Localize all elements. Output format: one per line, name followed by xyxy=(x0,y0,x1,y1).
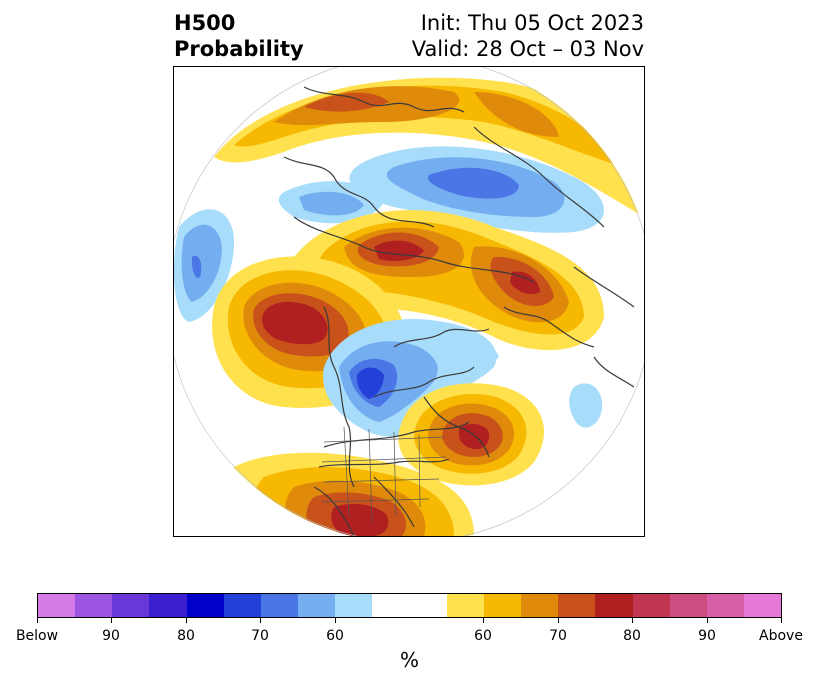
colorbar-swatch xyxy=(743,594,782,617)
colorbar-tick-label: 90 xyxy=(698,628,716,644)
title-product: Probability xyxy=(174,37,304,61)
polar-map-svg xyxy=(174,67,644,536)
colorbar-swatch xyxy=(558,594,596,617)
colorbar-swatch xyxy=(372,594,410,617)
colorbar-tick-label: 90 xyxy=(102,628,120,644)
colorbar-swatch xyxy=(298,594,336,617)
anomaly-arctic-ocean xyxy=(278,146,604,233)
colorbar-swatch xyxy=(595,594,633,617)
colorbar-tick xyxy=(632,618,633,623)
colorbar-unit-label: % xyxy=(399,648,419,672)
anomaly-eastern-atlantic xyxy=(569,383,603,428)
colorbar-tick-label: 70 xyxy=(251,628,269,644)
colorbar-swatch xyxy=(335,594,373,617)
colorbar-tick xyxy=(335,618,336,623)
map-title: H500 Probability xyxy=(174,10,304,62)
colorbar-tick xyxy=(558,618,559,623)
anomaly-central-canada xyxy=(323,319,499,437)
colorbar-tick xyxy=(483,618,484,623)
colorbar-tick xyxy=(186,618,187,623)
colorbar-tick-label: 60 xyxy=(474,628,492,644)
colorbar-swatch xyxy=(38,594,76,617)
probability-map xyxy=(173,66,645,537)
init-date: Init: Thu 05 Oct 2023 xyxy=(420,11,644,35)
colorbar-swatch xyxy=(632,594,670,617)
colorbar-swatch xyxy=(669,594,707,617)
colorbar-swatch xyxy=(75,594,113,617)
colorbar-ticks: Below 90 80 70 60 60 70 80 90 Above xyxy=(16,618,803,648)
colorbar-tick-label: Above xyxy=(759,628,803,644)
colorbar-swatch xyxy=(521,594,559,617)
colorbar-tick-label: 80 xyxy=(177,628,195,644)
title-variable: H500 xyxy=(174,11,236,35)
colorbar-swatch xyxy=(149,594,187,617)
colorbar-swatch xyxy=(409,594,447,617)
colorbar-swatch xyxy=(446,594,484,617)
anomaly-northeast-siberia xyxy=(214,77,644,217)
colorbar-swatch xyxy=(483,594,522,617)
colorbar-swatch xyxy=(706,594,744,617)
colorbar-tick-label: 60 xyxy=(326,628,344,644)
colorbar-tick-label: Below xyxy=(15,628,59,644)
colorbar-swatch xyxy=(260,594,299,617)
probability-colorbar xyxy=(37,593,782,618)
colorbar-tick xyxy=(707,618,708,623)
anomaly-eastern-canada xyxy=(398,383,544,486)
anomaly-central-siberia xyxy=(287,210,604,351)
state-borders xyxy=(321,426,447,523)
colorbar-swatch xyxy=(223,594,261,617)
colorbar-tick-label: 80 xyxy=(623,628,641,644)
colorbar-tick-label: 70 xyxy=(549,628,567,644)
colorbar-tick xyxy=(781,618,782,623)
valid-dates: Valid: 28 Oct – 03 Nov xyxy=(411,37,644,61)
colorbar-swatch xyxy=(186,594,224,617)
colorbar-tick xyxy=(260,618,261,623)
colorbar-tick xyxy=(111,618,112,623)
colorbar-swatch xyxy=(112,594,150,617)
forecast-dates: Init: Thu 05 Oct 2023 Valid: 28 Oct – 03… xyxy=(412,10,644,62)
colorbar-tick xyxy=(37,618,38,623)
